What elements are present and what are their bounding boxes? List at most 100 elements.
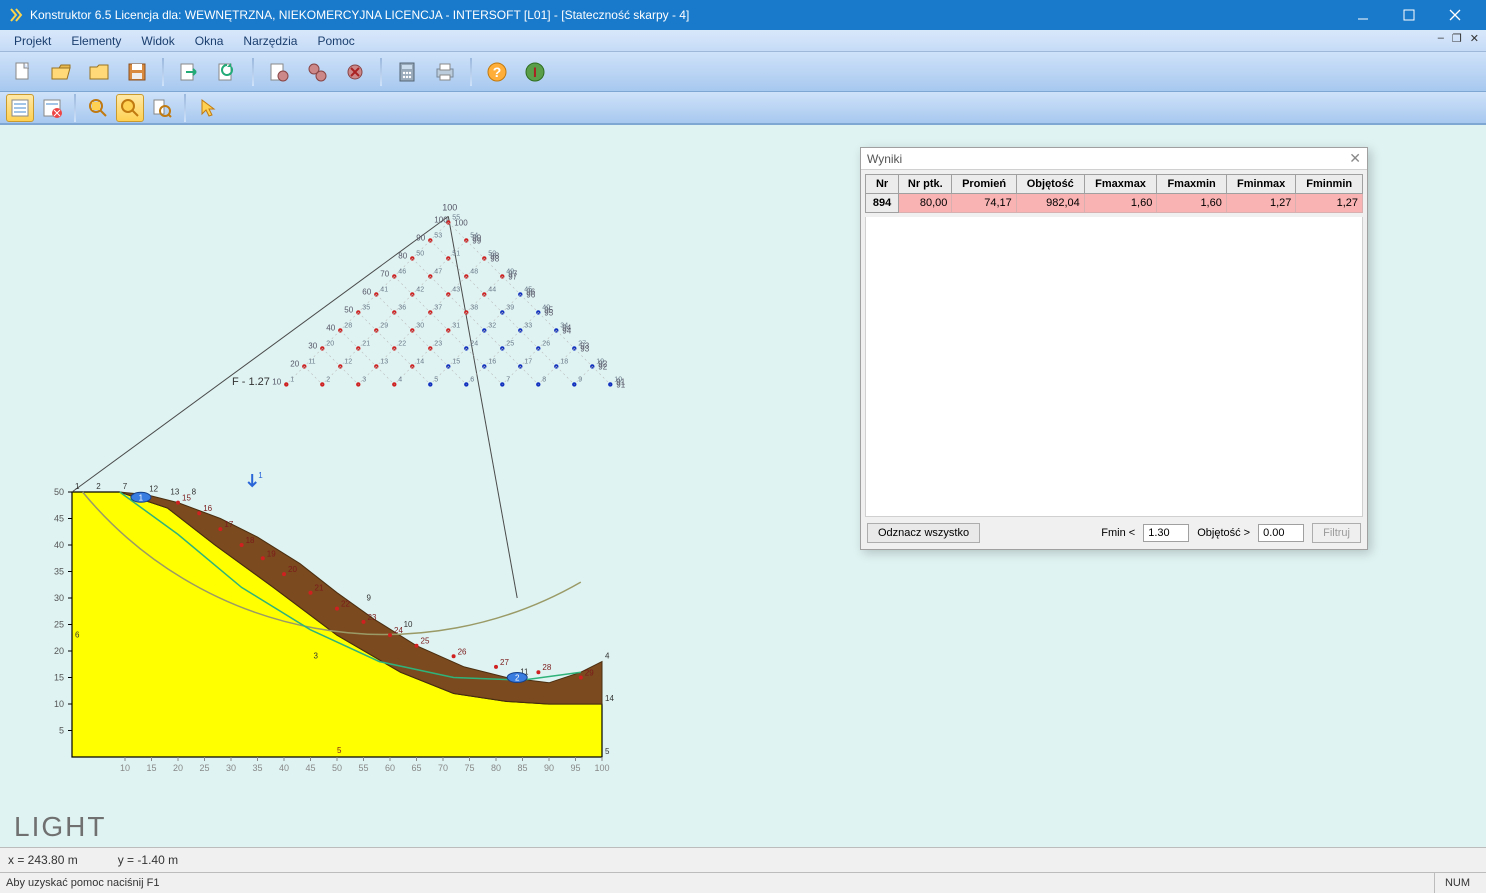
toolbar-zoom-page-button[interactable] — [148, 94, 176, 122]
watermark: LIGHT — [14, 811, 106, 843]
svg-text:70: 70 — [380, 269, 389, 278]
toolbar-doc-gear-button[interactable] — [262, 55, 296, 89]
menu-elementy[interactable]: Elementy — [61, 32, 131, 50]
toolbar-gears-button[interactable] — [300, 55, 334, 89]
svg-text:30: 30 — [308, 341, 317, 350]
toolbar-zoom-fit-button[interactable] — [84, 94, 112, 122]
svg-text:12: 12 — [344, 358, 352, 365]
app-icon — [8, 7, 24, 23]
svg-text:90: 90 — [416, 233, 425, 242]
maximize-button[interactable] — [1386, 0, 1432, 30]
svg-text:52: 52 — [488, 250, 496, 257]
minimize-button[interactable] — [1340, 0, 1386, 30]
svg-text:14: 14 — [605, 694, 614, 703]
svg-text:47: 47 — [434, 268, 442, 275]
obj-input[interactable] — [1258, 524, 1304, 542]
svg-text:7: 7 — [506, 376, 510, 383]
svg-text:16: 16 — [203, 504, 212, 513]
svg-text:30: 30 — [416, 322, 424, 329]
svg-text:10: 10 — [54, 699, 64, 709]
svg-text:8: 8 — [542, 376, 546, 383]
results-panel[interactable]: Wyniki ✕ NrNr ptk.PromieńObjętośćFmaxmax… — [860, 147, 1368, 550]
toolbar-list-x-button[interactable] — [38, 94, 66, 122]
col-header[interactable]: Fmaxmin — [1157, 175, 1227, 194]
menu-pomoc[interactable]: Pomoc — [307, 32, 364, 50]
table-row[interactable]: 89480,0074,17982,041,601,601,271,27 — [866, 194, 1363, 213]
svg-text:39: 39 — [506, 304, 514, 311]
svg-text:48: 48 — [470, 268, 478, 275]
svg-text:1: 1 — [258, 471, 263, 480]
close-button[interactable] — [1432, 0, 1478, 30]
svg-text:25: 25 — [421, 637, 430, 646]
mdi-restore-icon[interactable]: ❐ — [1449, 32, 1465, 45]
svg-text:10: 10 — [120, 763, 130, 773]
results-close-icon[interactable]: ✕ — [1349, 150, 1361, 167]
title-bar: Konstruktor 6.5 Licencja dla: WEWNĘTRZNA… — [0, 0, 1486, 30]
results-table: NrNr ptk.PromieńObjętośćFmaxmaxFmaxminFm… — [865, 174, 1363, 213]
toolbar-pointer-button[interactable] — [194, 94, 222, 122]
svg-text:100: 100 — [442, 202, 457, 212]
toolbar-calc-button[interactable] — [390, 55, 424, 89]
col-header[interactable]: Objętość — [1016, 175, 1084, 194]
mdi-close-icon[interactable]: ✕ — [1467, 32, 1482, 45]
col-header[interactable]: Fminmin — [1296, 175, 1363, 194]
toolbar-zoom-button[interactable] — [116, 94, 144, 122]
svg-text:44: 44 — [488, 286, 496, 293]
svg-text:80: 80 — [398, 251, 407, 260]
results-empty-area — [865, 217, 1363, 517]
svg-text:26: 26 — [542, 340, 550, 347]
col-header[interactable]: Nr — [866, 175, 899, 194]
toolbar-print-button[interactable] — [428, 55, 462, 89]
svg-text:40: 40 — [542, 304, 550, 311]
svg-text:50: 50 — [416, 250, 424, 257]
svg-text:65: 65 — [411, 763, 421, 773]
svg-text:90: 90 — [544, 763, 554, 773]
menu-okna[interactable]: Okna — [185, 32, 234, 50]
toolbar-new-button[interactable] — [6, 55, 40, 89]
col-header[interactable]: Promień — [952, 175, 1016, 194]
toolbar-open-button[interactable] — [44, 55, 78, 89]
col-header[interactable]: Nr ptk. — [899, 175, 952, 194]
svg-text:10: 10 — [404, 620, 413, 629]
svg-text:12: 12 — [149, 485, 158, 494]
svg-text:16: 16 — [488, 358, 496, 365]
col-header[interactable]: Fmaxmax — [1084, 175, 1157, 194]
svg-text:8: 8 — [192, 487, 197, 496]
menu-bar: Projekt Elementy Widok Okna Narzędzia Po… — [0, 30, 1486, 52]
toolbar-help-button[interactable]: ? — [480, 55, 514, 89]
menu-narzedzia[interactable]: Narzędzia — [233, 32, 307, 50]
svg-text:17: 17 — [224, 520, 233, 529]
col-header[interactable]: Fminmax — [1226, 175, 1296, 194]
workspace: 5045403530252015105101520253035404550556… — [0, 124, 1486, 847]
svg-text:6: 6 — [470, 376, 474, 383]
menu-widok[interactable]: Widok — [131, 32, 184, 50]
coord-status-bar: x = 243.80 m y = -1.40 m — [0, 847, 1486, 872]
results-panel-header[interactable]: Wyniki ✕ — [861, 148, 1367, 170]
svg-text:1: 1 — [139, 493, 144, 502]
obj-label: Objętość > — [1197, 527, 1250, 539]
toolbar-folder-button[interactable] — [82, 55, 116, 89]
toolbar-save-button[interactable] — [120, 55, 154, 89]
fmin-input[interactable] — [1143, 524, 1189, 542]
menu-projekt[interactable]: Projekt — [4, 32, 61, 50]
toolbar-doc-x-button[interactable] — [338, 55, 372, 89]
filter-button[interactable]: Filtruj — [1312, 523, 1361, 543]
svg-text:42: 42 — [416, 286, 424, 293]
toolbar-info-button[interactable]: I — [518, 55, 552, 89]
svg-text:4: 4 — [398, 376, 402, 383]
svg-text:5: 5 — [59, 726, 64, 736]
svg-text:85: 85 — [517, 763, 527, 773]
toolbar-refresh-button[interactable] — [210, 55, 244, 89]
toolbar-export-button[interactable] — [172, 55, 206, 89]
toolbar-list-button[interactable] — [6, 94, 34, 122]
svg-text:80: 80 — [491, 763, 501, 773]
status-y: y = -1.40 m — [118, 853, 178, 867]
deselect-button[interactable]: Odznacz wszystko — [867, 523, 980, 543]
mdi-minimize-icon[interactable]: – — [1435, 32, 1447, 45]
svg-text:29: 29 — [380, 322, 388, 329]
main-toolbar: ?I — [0, 52, 1486, 92]
svg-text:37: 37 — [434, 304, 442, 311]
svg-text:2: 2 — [96, 482, 101, 491]
svg-text:11: 11 — [308, 358, 315, 365]
svg-text:29: 29 — [585, 669, 594, 678]
